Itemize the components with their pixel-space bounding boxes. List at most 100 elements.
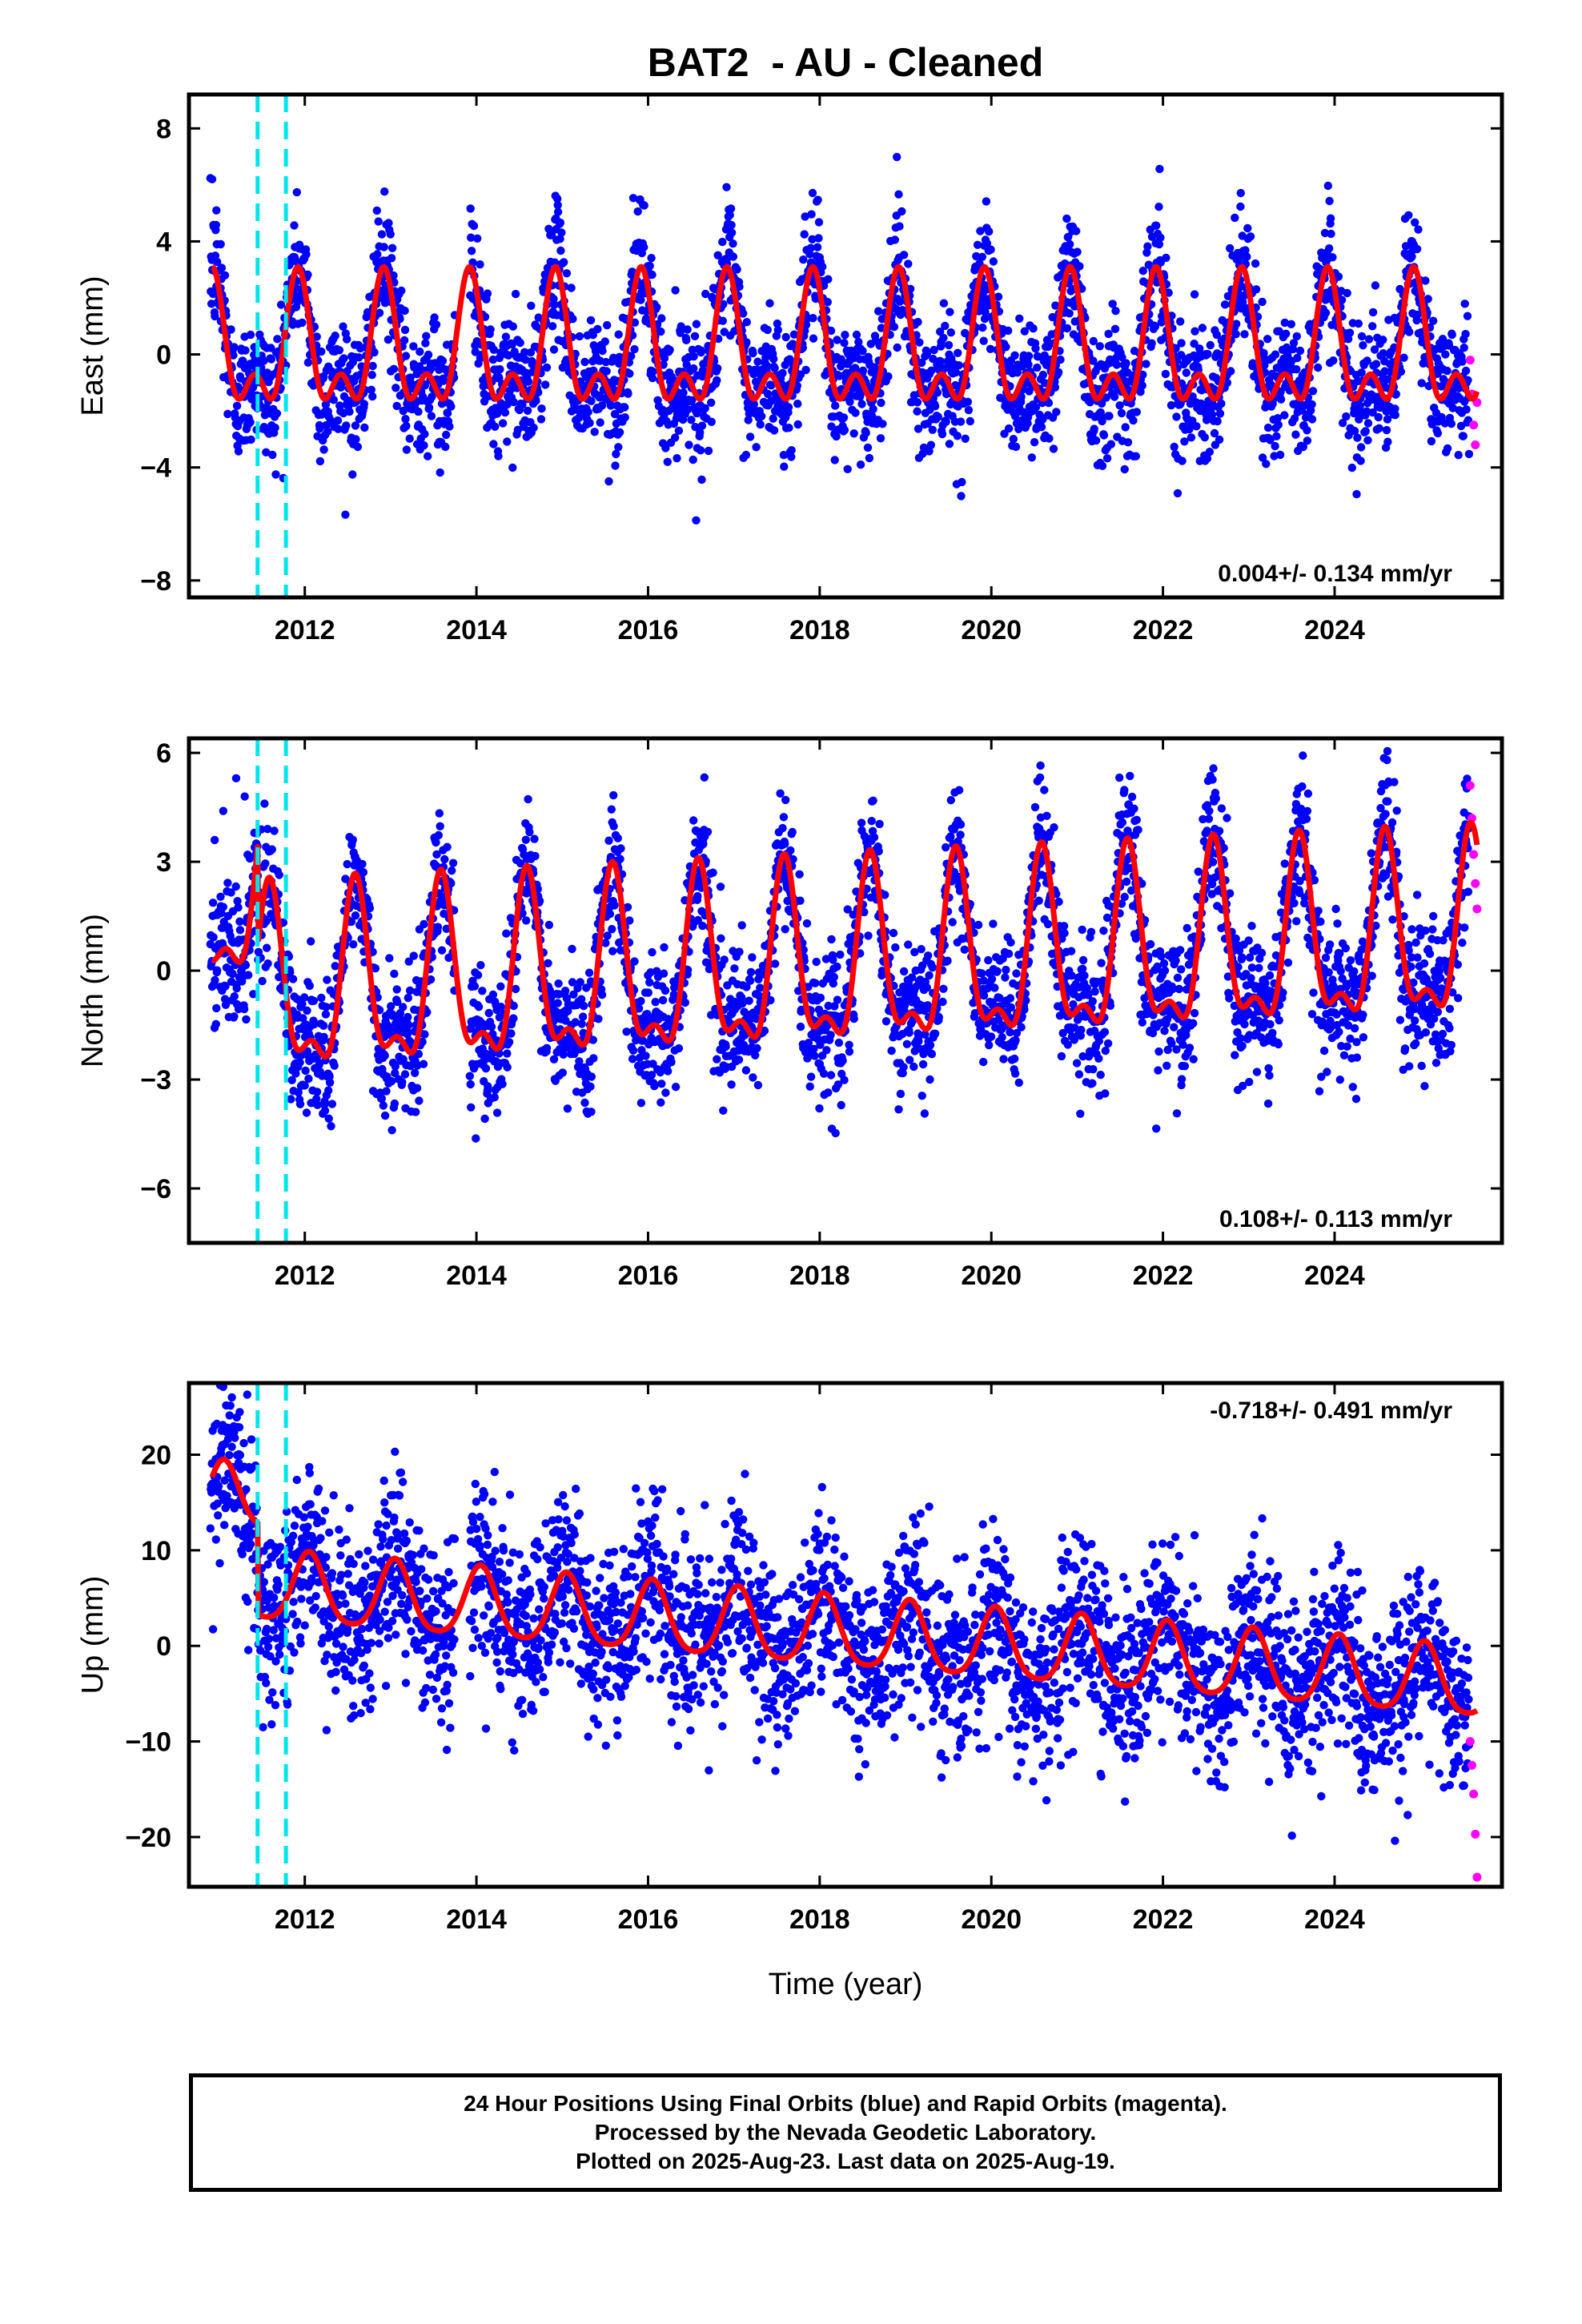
east-data-point [1321,308,1331,317]
north-data-point [781,925,789,934]
east-data-point [379,243,388,251]
north-data-point [730,964,739,973]
east-data-point [701,404,709,412]
east-data-point [663,457,672,466]
east-data-point [401,352,411,360]
north-data-point [263,943,271,952]
east-data-point [359,400,368,408]
east-data-point [640,201,648,210]
east-data-point [544,224,553,233]
east-data-point [627,352,636,360]
east-data-point [719,300,728,308]
east-data-point [604,476,613,486]
north-data-point [404,993,412,1003]
north-data-point [822,1046,831,1055]
north-data-point [415,1096,424,1105]
east-data-point [550,300,559,309]
north-data-point [263,959,272,968]
east-data-point [467,247,476,255]
north-data-point [365,903,375,913]
north-data-point [796,1022,805,1031]
east-data-point [1433,428,1443,438]
east-data-point [1044,398,1054,408]
east-data-point [483,289,492,298]
east-data-point [1352,489,1361,499]
east-data-point [1326,214,1335,223]
east-data-point [742,318,751,327]
north-data-point [244,971,253,979]
north-data-point [727,1080,736,1089]
east-data-point [934,412,943,421]
east-data-point [640,243,648,251]
east-data-point [489,440,498,448]
east-data-point [473,234,482,243]
east-data-point [511,289,520,299]
north-data-point [586,1082,595,1092]
east-data-point [1215,435,1224,444]
east-data-point [342,421,351,430]
east-data-point [633,207,642,216]
east-data-point [1095,342,1105,351]
east-data-point [1123,438,1133,447]
east-data-point [601,357,610,367]
east-data-point [526,348,536,357]
east-data-point [749,400,758,408]
east-data-point [876,434,885,443]
east-data-point [928,425,938,434]
east-data-point [1271,441,1279,451]
east-data-point [785,424,793,432]
east-data-point [1121,423,1130,432]
east-data-point [246,418,255,427]
east-data-point [1462,405,1471,414]
north-data-point [810,1051,819,1060]
east-data-point [781,332,790,342]
north-data-point [681,998,689,1007]
east-data-point [1178,456,1186,465]
east-data-point [697,475,706,485]
east-data-point [380,299,390,308]
east-data-point [793,420,802,429]
north-data-point [628,1055,637,1063]
east-data-point [893,152,901,162]
east-data-point [1098,416,1106,426]
east-data-point [1271,350,1280,359]
east-data-point [742,338,751,347]
north-data-point [488,990,498,999]
east-data-point [763,361,772,371]
east-velocity-label: 0.004+/- 0.134 mm/yr [1218,561,1452,587]
east-data-point [486,325,495,334]
east-x-tick-label: 2012 [275,615,335,645]
east-data-point [769,355,778,364]
north-data-point [749,1073,757,1082]
east-data-point [690,332,700,340]
east-data-point [596,418,604,427]
east-data-point [1371,281,1380,290]
east-data-point [1156,233,1165,242]
east-data-point [335,346,344,355]
east-data-point [856,460,865,469]
east-data-point [1258,297,1267,307]
north-data-point [554,979,563,988]
east-data-point [863,443,873,452]
north-data-point [802,919,812,928]
east-data-point [994,292,1003,301]
north-data-point [805,1082,814,1092]
east-data-point [598,346,607,356]
north-data-point [660,943,669,952]
east-data-point [636,296,645,304]
north-data-point [503,1063,512,1072]
east-data-point [773,319,782,328]
north-data-point [412,1108,420,1116]
east-data-point [980,314,990,324]
east-data-point [784,403,793,412]
east-y-tick-label: 8 [156,114,171,144]
east-data-point [936,357,945,366]
north-data-point [467,1103,476,1112]
east-data-point [1038,370,1048,380]
north-data-point [560,987,570,995]
east-data-point [230,343,239,352]
north-data-point [553,999,562,1007]
north-data-point [826,1071,836,1080]
east-data-point [858,347,867,356]
north-data-point [470,982,480,991]
